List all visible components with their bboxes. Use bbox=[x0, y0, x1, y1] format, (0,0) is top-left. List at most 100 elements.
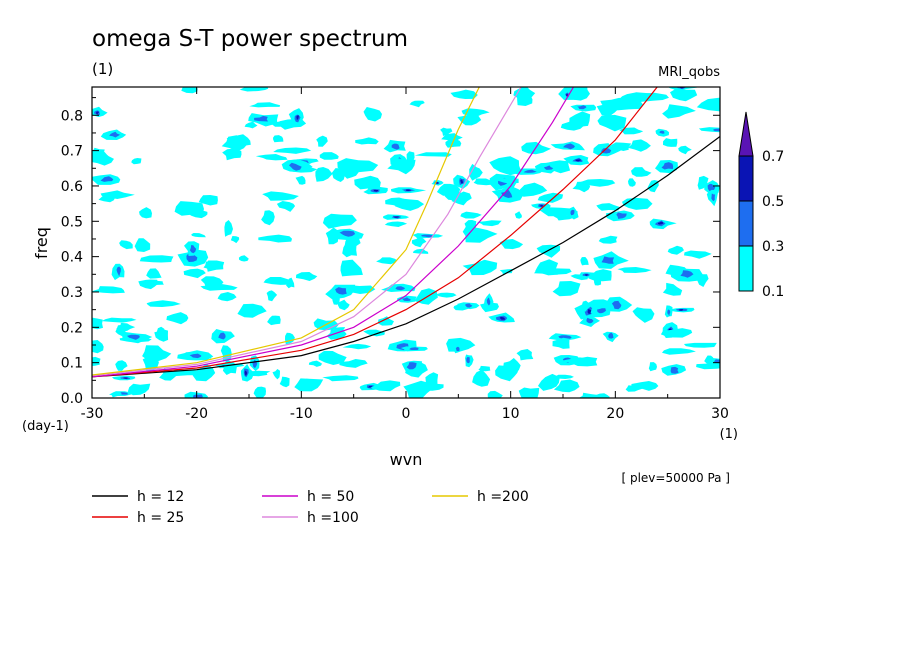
contour-patch bbox=[373, 189, 379, 192]
contour-patch bbox=[127, 334, 140, 340]
contour-patch bbox=[536, 244, 561, 258]
y-tick-label: 0.8 bbox=[61, 108, 83, 124]
contour-patch bbox=[261, 210, 275, 226]
contour-patch bbox=[597, 308, 606, 314]
legend-label: h = 25 bbox=[137, 510, 184, 526]
contour-patch bbox=[395, 198, 425, 211]
contour-patch bbox=[166, 312, 189, 325]
contour-patch bbox=[146, 300, 181, 307]
colorbar-segment bbox=[738, 245, 754, 292]
contour-patch bbox=[558, 335, 572, 340]
contour-patch bbox=[595, 393, 610, 398]
contour-patch bbox=[273, 147, 312, 154]
contour-patch bbox=[271, 121, 286, 127]
x-unit-label: (1) bbox=[720, 427, 738, 442]
contour-patch bbox=[92, 152, 114, 166]
contour-patch bbox=[552, 281, 581, 297]
contour-patch bbox=[239, 87, 269, 92]
contour-patch bbox=[436, 183, 461, 196]
contour-patch bbox=[628, 178, 636, 187]
contour-patch bbox=[464, 303, 473, 308]
contour-patch bbox=[446, 337, 476, 352]
contour-patch bbox=[683, 342, 717, 348]
contour-patch bbox=[662, 282, 683, 296]
contour-patch bbox=[222, 148, 242, 161]
contour-patch bbox=[289, 162, 302, 171]
contour-patch bbox=[469, 163, 483, 181]
contour-patch bbox=[648, 362, 657, 372]
chart-subtitle-left: (1) bbox=[92, 60, 113, 78]
dispersion-curve bbox=[92, 87, 480, 376]
colorbar: 0.1 0.3 0.5 0.7 bbox=[738, 111, 784, 300]
contour-patch bbox=[119, 240, 133, 250]
colorbar-label: 0.7 bbox=[762, 149, 784, 165]
colorbar-extend-arrow bbox=[738, 111, 754, 157]
contour-patch bbox=[538, 373, 560, 391]
contour-patch bbox=[116, 266, 121, 277]
contour-patch bbox=[295, 175, 306, 185]
contour-patch bbox=[205, 260, 225, 272]
contour-patch bbox=[279, 376, 290, 388]
contour-patch bbox=[617, 267, 652, 273]
colorbar-label: 0.5 bbox=[762, 194, 784, 210]
contour-patch bbox=[127, 383, 151, 396]
contour-patch bbox=[517, 93, 533, 106]
colorbar-segment bbox=[738, 155, 754, 202]
contour-patch bbox=[316, 135, 328, 147]
y-tick-label: 0.0 bbox=[61, 391, 83, 407]
contour-patch bbox=[600, 97, 633, 109]
contour-patch bbox=[598, 235, 618, 244]
contour-patch bbox=[318, 350, 347, 365]
contour-patch bbox=[322, 213, 357, 229]
contour-patch bbox=[254, 115, 268, 122]
contour-patch bbox=[627, 139, 651, 152]
contour-patch bbox=[296, 272, 318, 281]
contour-patch bbox=[123, 377, 128, 379]
contour-patch bbox=[363, 329, 385, 337]
contour-patch bbox=[92, 356, 101, 367]
contour-patch bbox=[499, 269, 513, 275]
contour-patch bbox=[226, 134, 251, 147]
contour-patch bbox=[661, 162, 674, 170]
contour-patch bbox=[411, 236, 427, 248]
contour-patch bbox=[191, 233, 206, 238]
contour-patch bbox=[670, 366, 679, 374]
contour-patch bbox=[111, 391, 122, 398]
contour-patch bbox=[625, 385, 644, 392]
contour-patch bbox=[575, 159, 582, 162]
contour-patch bbox=[489, 156, 522, 176]
contour-patch bbox=[100, 190, 135, 199]
contour-patch bbox=[596, 101, 619, 117]
contour-patch bbox=[354, 175, 381, 190]
contour-patch bbox=[495, 365, 520, 382]
x-tick-label: 20 bbox=[606, 406, 624, 422]
contour-patch bbox=[478, 365, 491, 372]
contour-patch bbox=[253, 386, 266, 398]
contour-patch bbox=[596, 203, 621, 211]
contour-patch bbox=[403, 380, 432, 398]
contour-patch bbox=[200, 284, 238, 291]
contour-patch bbox=[377, 316, 394, 326]
contour-patch bbox=[255, 154, 288, 161]
contour-patch bbox=[421, 234, 434, 238]
contour-patch bbox=[258, 234, 292, 243]
contour-patch bbox=[678, 145, 692, 155]
contour-patch bbox=[566, 93, 568, 97]
contour-patch bbox=[601, 148, 612, 154]
contour-patch bbox=[553, 215, 575, 221]
legend-label: h = 12 bbox=[137, 489, 184, 505]
contour-patch bbox=[466, 357, 470, 364]
contour-patch bbox=[340, 259, 363, 277]
contour-patch bbox=[678, 309, 684, 311]
contour-patch bbox=[412, 248, 429, 254]
contour-patch bbox=[217, 292, 237, 302]
contour-patch bbox=[563, 143, 575, 150]
contour-patch bbox=[319, 152, 339, 160]
contour-patch bbox=[267, 315, 281, 326]
plev-note: [ plev=50000 Pa ] bbox=[621, 471, 730, 485]
contour-patch bbox=[558, 357, 594, 363]
colorbar-segment bbox=[738, 200, 754, 247]
contour-patch bbox=[342, 242, 357, 258]
contour-patch bbox=[244, 370, 248, 376]
